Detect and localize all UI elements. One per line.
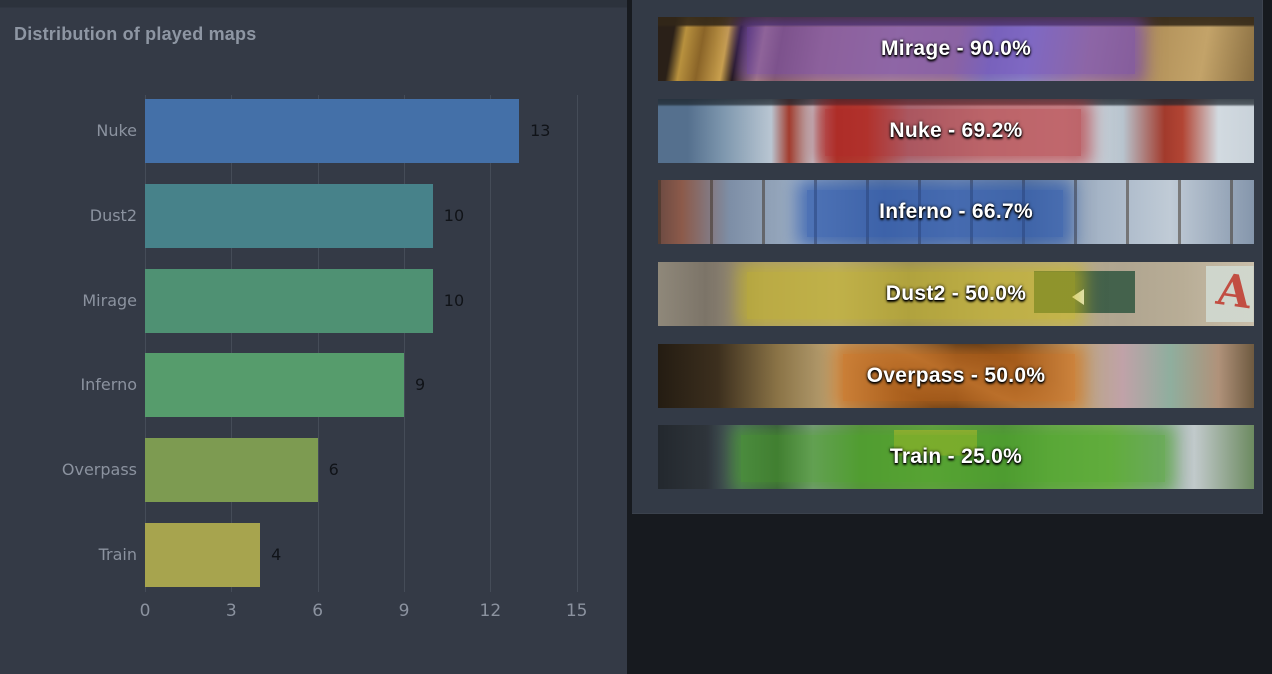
- x-gridline: [490, 95, 492, 592]
- map-banner-dust2[interactable]: Dust2 - 50.0%: [658, 262, 1254, 326]
- map-winrate-card: Mirage - 90.0% Nuke - 69.2% Inferno - 66.7…: [632, 0, 1263, 514]
- bar-value-nuke: 13: [530, 121, 551, 140]
- x-tick-label: 15: [565, 601, 588, 621]
- x-gridline: [576, 95, 578, 592]
- winrate-overlay-train: [741, 434, 1165, 482]
- bar-value-dust2: 10: [443, 205, 465, 225]
- bar-nuke: [145, 99, 520, 163]
- winrate-overlay-inferno: [807, 189, 1064, 237]
- x-tick-label: 12: [479, 601, 502, 621]
- bar-value-overpass: 6: [328, 460, 339, 479]
- bar-train: [145, 522, 261, 587]
- map-winrate-label-mirage: Mirage - 90.0%: [880, 37, 1032, 60]
- map-winrate-label-dust2: Dust2 - 50.0%: [885, 282, 1027, 305]
- category-label-train: Train: [98, 544, 137, 564]
- map-winrate-label-nuke: Nuke - 69.2%: [889, 119, 1023, 142]
- chart-title: Distribution of played maps: [14, 24, 257, 44]
- category-label-dust2: Dust2: [89, 205, 137, 225]
- bar-dust2: [145, 183, 433, 248]
- x-gridline: [317, 95, 319, 592]
- bar-value-mirage: 10: [443, 290, 465, 310]
- bar-mirage: [145, 268, 433, 333]
- bar-value-train: 4: [271, 544, 282, 564]
- map-winrate-label-train: Train - 25.0%: [889, 445, 1023, 468]
- bar-overpass: [145, 438, 318, 502]
- bar-value-inferno: 9: [415, 375, 426, 395]
- map-banner-nuke[interactable]: Nuke - 69.2%: [658, 99, 1254, 163]
- winrate-overlay-dust2: [747, 271, 1076, 319]
- winrate-overlay-mirage: [747, 26, 1135, 74]
- x-gridline: [404, 95, 406, 592]
- winrate-overlay-nuke: [824, 108, 1082, 156]
- category-label-overpass: Overpass: [61, 460, 137, 479]
- map-banner-overpass[interactable]: Overpass - 50.0%: [658, 344, 1254, 408]
- map-banner-mirage[interactable]: Mirage - 90.0%: [658, 17, 1254, 81]
- x-gridline: [145, 95, 146, 592]
- x-tick-label: 0: [139, 601, 151, 621]
- winrate-overlay-overpass: [842, 353, 1076, 401]
- map-banner-train[interactable]: Train - 25.0%: [658, 425, 1254, 489]
- category-label-nuke: Nuke: [96, 121, 137, 140]
- map-banner-inferno[interactable]: Inferno - 66.7%: [658, 180, 1254, 244]
- map-winrate-label-inferno: Inferno - 66.7%: [879, 200, 1033, 223]
- map-winrate-label-overpass: Overpass - 50.0%: [866, 364, 1046, 387]
- bar-inferno: [145, 353, 405, 418]
- x-tick-label: 3: [225, 601, 237, 621]
- category-label-mirage: Mirage: [82, 290, 137, 310]
- x-gridline: [231, 95, 233, 592]
- chart-panel: Distribution of played maps 0 3 6 9 12 15 Nuke…: [0, 0, 627, 674]
- bar-chart: 0 3 6 9 12 15 Nuke 13 Dust2 10 Mirage 10 Inferno 9 Ove…: [0, 0, 627, 674]
- x-tick-label: 6: [312, 601, 324, 621]
- category-label-inferno: Inferno: [80, 375, 137, 395]
- x-tick-label: 9: [398, 601, 410, 621]
